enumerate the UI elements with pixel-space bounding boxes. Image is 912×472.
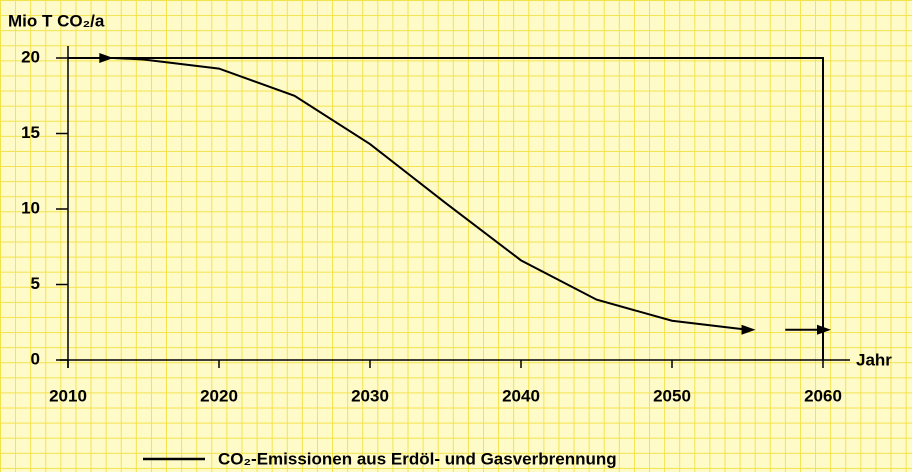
arrowhead (741, 324, 756, 335)
y-tick-label: 20 (21, 47, 40, 66)
x-tick-label: 2020 (200, 386, 238, 405)
y-tick-label: 0 (31, 349, 40, 368)
x-tick-label: 2060 (804, 386, 842, 405)
x-tick-label: 2030 (351, 386, 389, 405)
y-axis-label: Mio T CO₂/a (8, 11, 105, 30)
arrowhead (817, 324, 831, 335)
y-tick-label: 15 (21, 123, 40, 142)
legend-label: CO₂-Emissionen aus Erdöl- und Gasverbren… (218, 449, 617, 468)
y-tick-label: 5 (31, 274, 40, 293)
x-tick-label: 2010 (49, 386, 87, 405)
frame (68, 57, 824, 360)
x-tick-label: 2050 (653, 386, 691, 405)
x-axis-label: Jahr (856, 350, 892, 369)
x-tick-label: 2040 (502, 386, 540, 405)
y-tick-label: 10 (21, 198, 40, 217)
arrowhead (99, 53, 114, 63)
series-line (68, 57, 823, 331)
